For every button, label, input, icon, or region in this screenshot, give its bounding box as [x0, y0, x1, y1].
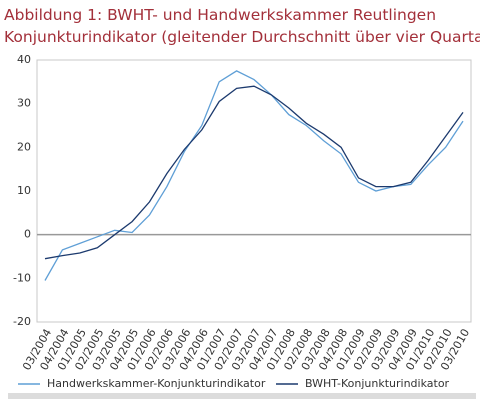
y-tick-label: 20 [17, 140, 31, 153]
chart-title: Abbildung 1: BWHT- und Handwerkskammer R… [4, 6, 436, 24]
chart-title: Konjunkturindikator (gleitender Durchsch… [4, 28, 480, 46]
legend-label: Handwerkskammer-Konjunkturindikator [47, 377, 266, 390]
y-tick-label: 10 [17, 184, 31, 197]
y-tick-label: 40 [17, 53, 31, 66]
plot-frame [36, 59, 472, 323]
series-line [44, 70, 464, 281]
y-tick-label: 0 [24, 228, 31, 241]
legend-label: BWHT-Konjunkturindikator [305, 377, 450, 390]
series-line [44, 85, 464, 260]
legend-strip [8, 393, 476, 399]
y-tick-label: -20 [13, 315, 31, 328]
y-tick-label: 30 [17, 97, 31, 110]
y-tick-label: -10 [13, 271, 31, 284]
